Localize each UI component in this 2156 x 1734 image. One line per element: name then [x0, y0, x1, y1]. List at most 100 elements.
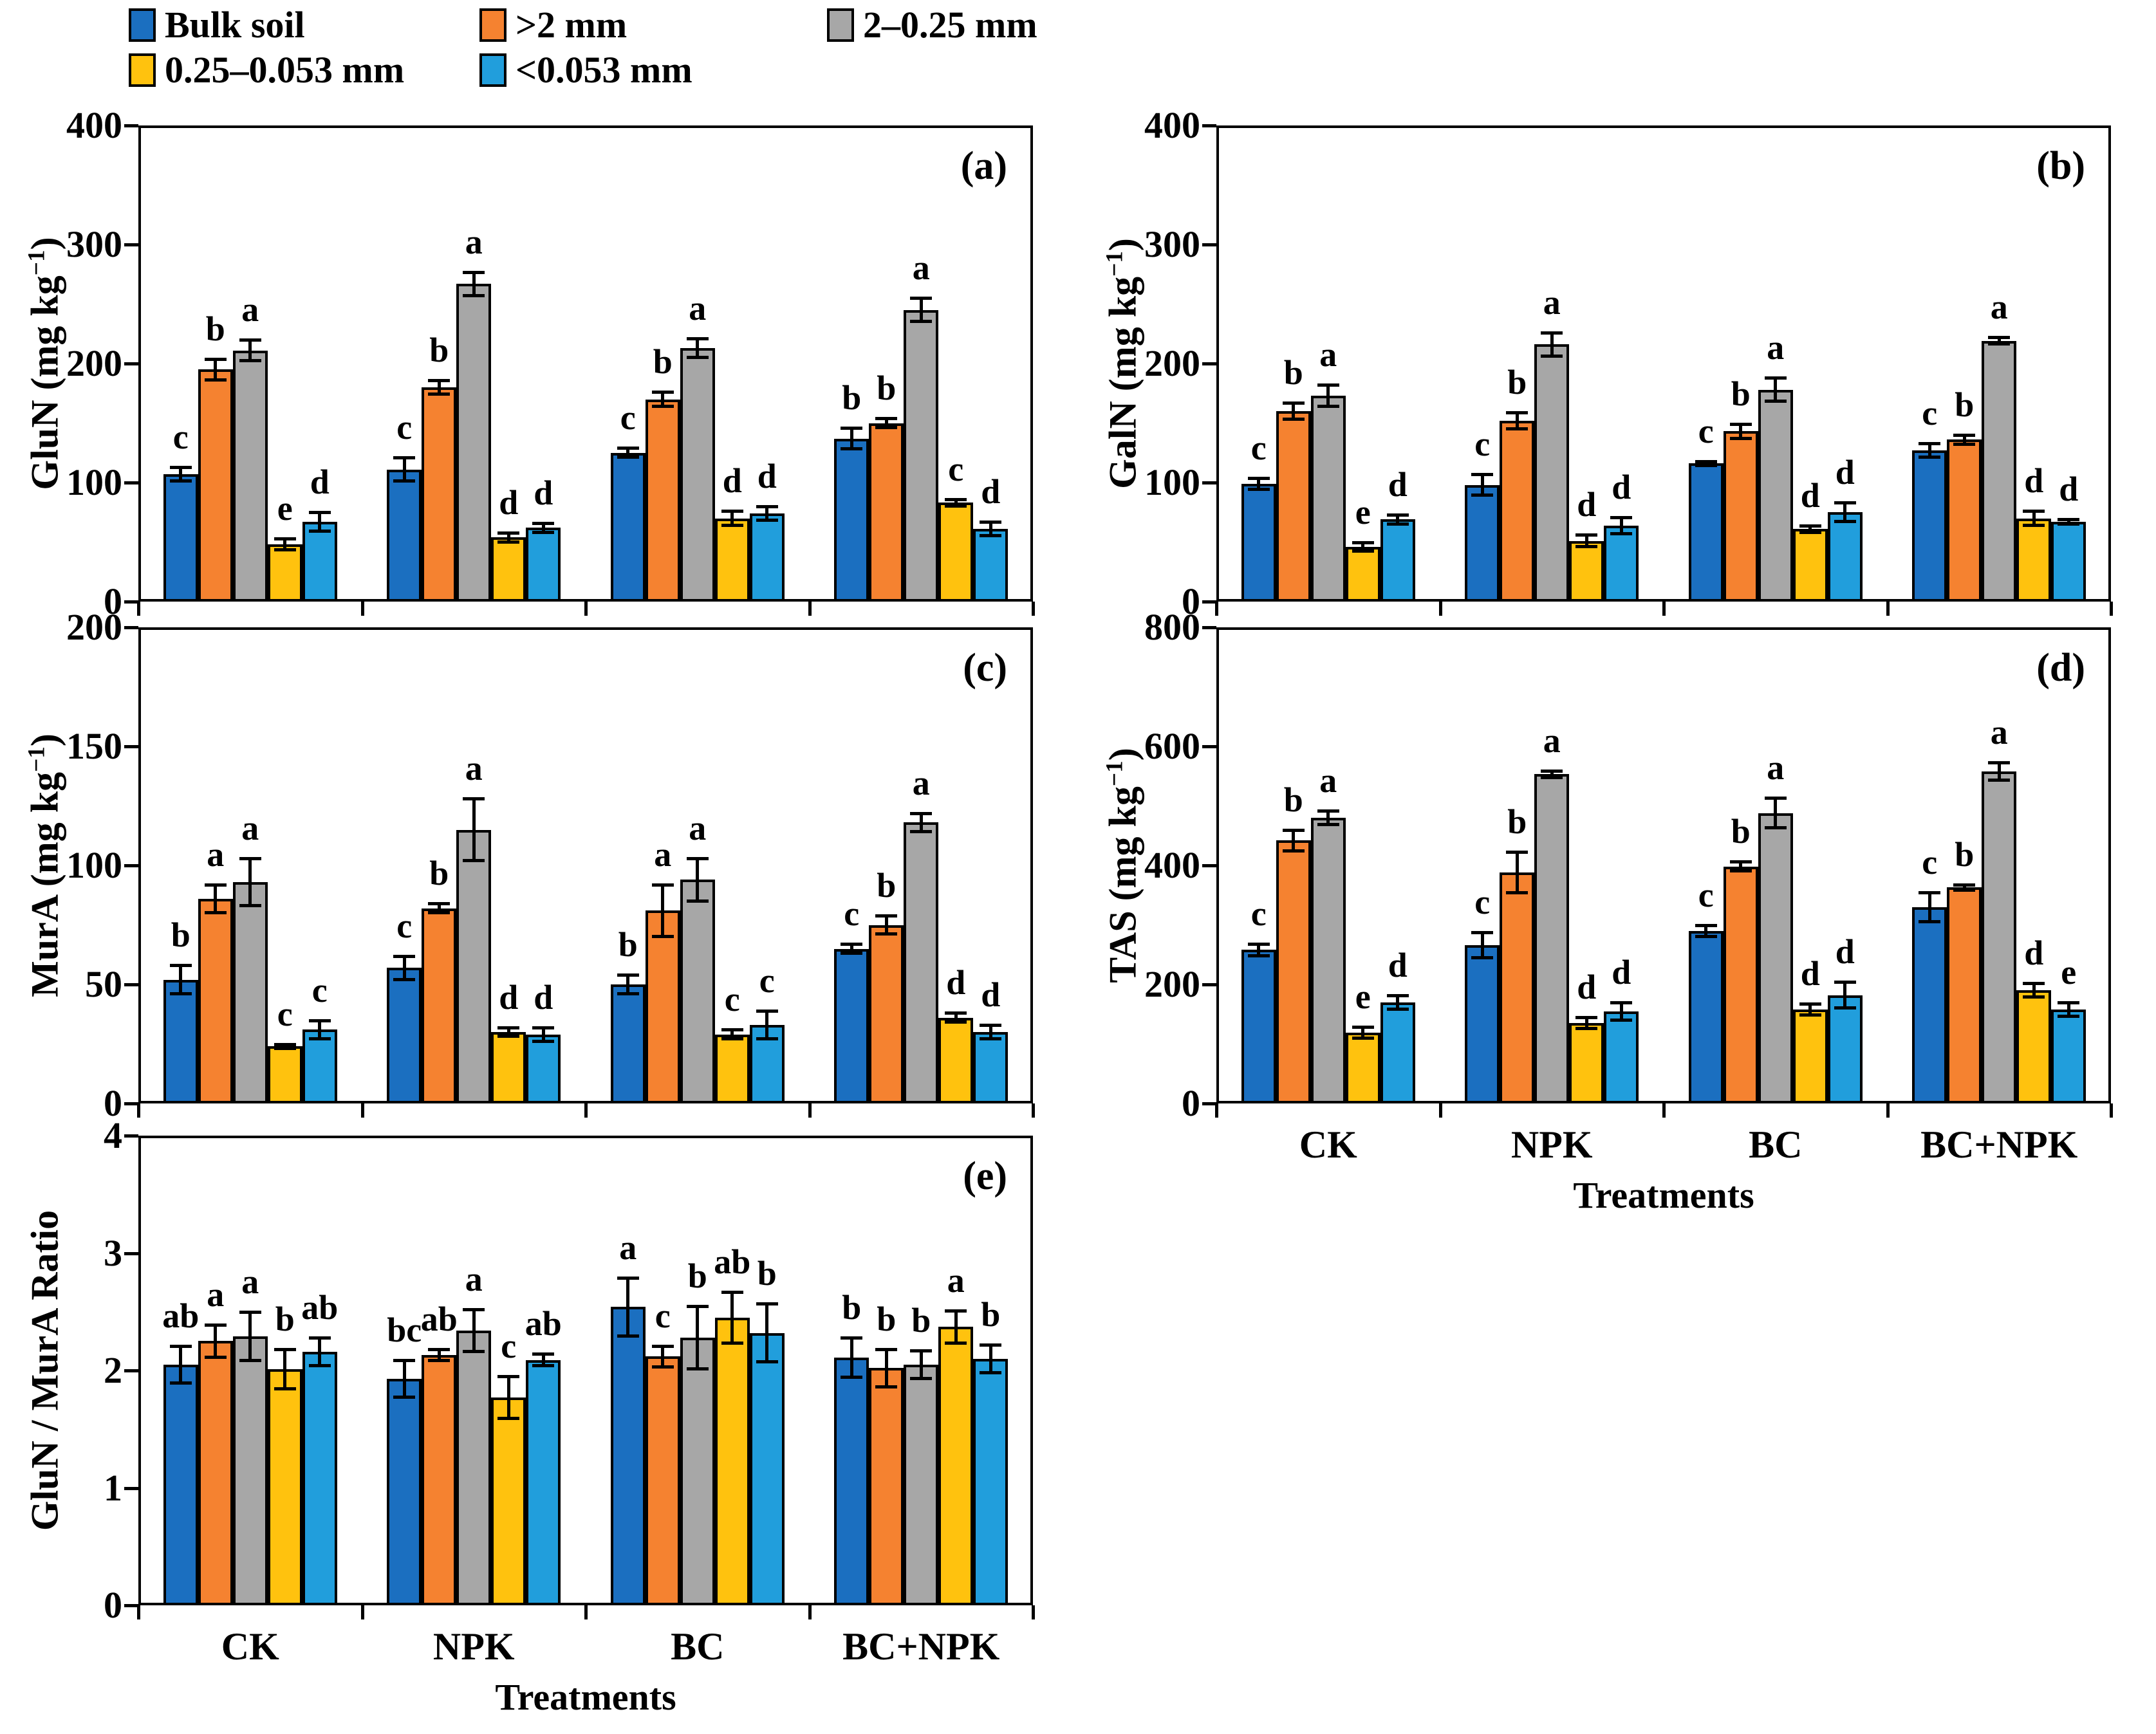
error-bar-cap	[841, 943, 863, 946]
bar	[1534, 774, 1570, 1103]
error-bar-cap	[980, 1370, 1002, 1374]
error-bar-cap	[617, 447, 639, 450]
legend-item: 2–0.25 mm	[827, 5, 1037, 45]
error-bar	[1619, 517, 1623, 534]
panel-tag: (e)	[963, 1154, 1007, 1198]
sig-letter: a	[207, 835, 225, 874]
error-bar-cap	[756, 1009, 778, 1013]
x-tick-mark	[584, 1103, 588, 1118]
error-bar-cap	[980, 534, 1002, 538]
error-bar-cap	[1695, 464, 1717, 468]
error-bar	[661, 884, 665, 937]
error-bar	[989, 1024, 992, 1040]
error-bar-cap	[1729, 860, 1752, 864]
error-bar-cap	[1282, 849, 1305, 853]
error-bar-cap	[2023, 995, 2045, 999]
bar	[1792, 1009, 1828, 1103]
sig-letter: c	[277, 994, 293, 1033]
error-bar	[1774, 378, 1778, 402]
error-bar-cap	[1317, 383, 1339, 387]
error-bar-cap	[169, 964, 192, 968]
error-bar-cap	[2023, 523, 2045, 527]
bar	[973, 1358, 1008, 1605]
error-bar-cap	[169, 1344, 192, 1348]
error-bar	[1808, 1003, 1812, 1016]
bar	[1241, 483, 1276, 602]
sig-letter: a	[947, 1260, 965, 1300]
error-bar	[1739, 424, 1743, 439]
bar	[834, 1357, 869, 1605]
error-bar	[402, 457, 406, 482]
error-bar-cap	[1988, 336, 2011, 340]
bar	[1465, 484, 1500, 602]
sig-letter: d	[1800, 954, 1820, 993]
error-bar-cap	[1575, 533, 1598, 537]
error-bar	[318, 1020, 322, 1040]
x-tick-mark	[808, 1605, 812, 1619]
x-category-label: CK	[1299, 1123, 1357, 1166]
x-category-label: BC	[671, 1625, 725, 1668]
sig-letter: b	[1507, 802, 1527, 841]
x-tick-mark	[360, 1605, 364, 1619]
error-bar-cap	[1506, 850, 1529, 854]
sig-letter: a	[1767, 748, 1785, 788]
legend-item: 0.25–0.053 mm	[129, 50, 404, 90]
bar	[456, 829, 492, 1103]
sig-letter: a	[1543, 721, 1561, 760]
x-tick-mark	[1215, 602, 1218, 616]
error-bar-cap	[274, 1387, 296, 1391]
legend-label: 0.25–0.053 mm	[165, 49, 405, 91]
sig-letter: b	[687, 1256, 707, 1295]
error-bar	[919, 298, 923, 322]
bar	[645, 1356, 680, 1605]
error-bar-cap	[497, 1026, 520, 1029]
y-tick-label: 100	[66, 844, 122, 886]
error-bar-cap	[1610, 515, 1633, 519]
error-bar-cap	[274, 1042, 296, 1046]
sig-letter: c	[1698, 411, 1714, 450]
sig-letter: b	[653, 342, 673, 382]
y-tick-label: 0	[104, 1584, 122, 1626]
error-bar-cap	[945, 504, 967, 508]
error-bar-cap	[945, 1011, 967, 1015]
bar	[680, 1337, 715, 1605]
error-bar-cap	[497, 1035, 520, 1038]
error-bar	[1292, 403, 1296, 420]
sig-letter: b	[877, 865, 897, 905]
error-bar	[850, 427, 853, 450]
error-bar-cap	[2058, 522, 2080, 526]
sig-letter: a	[689, 808, 707, 847]
error-bar-cap	[1247, 488, 1270, 492]
sig-letter: b	[1955, 835, 1975, 874]
error-bar-cap	[428, 1359, 451, 1363]
error-bar-cap	[463, 1308, 485, 1312]
sig-letter: b	[842, 1287, 862, 1327]
bar	[869, 1368, 904, 1605]
sig-letter: a	[912, 248, 930, 288]
error-bar-cap	[308, 1363, 331, 1367]
y-tick-label: 800	[1144, 606, 1200, 648]
y-tick-mark	[1202, 745, 1216, 748]
bar	[1345, 1032, 1380, 1103]
error-bar-cap	[1282, 417, 1305, 421]
sig-letter: d	[1577, 485, 1597, 524]
y-tick-mark	[124, 626, 138, 629]
legend-label: >2 mm	[516, 4, 627, 46]
bar	[973, 529, 1008, 602]
bar	[267, 544, 302, 602]
y-tick-mark	[1202, 1102, 1216, 1105]
error-bar-cap	[617, 1334, 639, 1338]
bar	[1723, 866, 1758, 1103]
error-bar	[541, 1027, 545, 1042]
bar	[610, 984, 646, 1103]
sig-letter: ab	[525, 1304, 562, 1343]
error-bar-cap	[721, 510, 743, 513]
y-tick-label: 100	[1144, 461, 1200, 503]
error-bar-cap	[686, 1304, 709, 1308]
sig-letter: a	[1319, 335, 1337, 374]
error-bar-cap	[910, 297, 933, 300]
error-bar	[214, 358, 218, 380]
error-bar-cap	[756, 1360, 778, 1364]
error-bar	[437, 380, 441, 395]
y-tick-mark	[1202, 626, 1216, 629]
